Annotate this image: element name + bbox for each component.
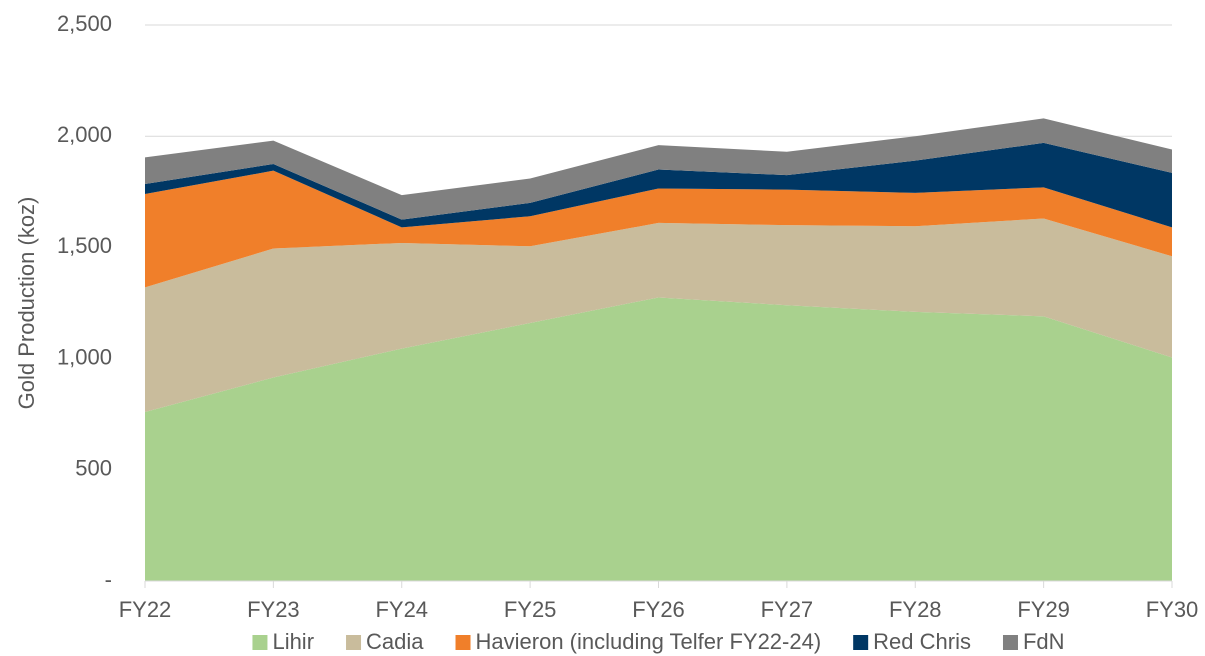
legend-label: Cadia — [366, 629, 424, 654]
x-tick-label: FY29 — [1017, 597, 1070, 622]
area — [145, 170, 1172, 288]
y-tick-label: - — [105, 567, 112, 592]
legend-swatch — [252, 635, 268, 650]
legend-label: FdN — [1023, 629, 1065, 654]
x-tick-label: FY25 — [504, 597, 557, 622]
x-tick-label: FY27 — [761, 597, 814, 622]
area — [145, 297, 1172, 581]
legend-label: Lihir — [272, 629, 314, 654]
y-axis-label: Gold Production (koz) — [14, 197, 39, 410]
legend-swatch — [346, 635, 362, 650]
area — [145, 142, 1172, 228]
x-tick-label: FY26 — [632, 597, 685, 622]
x-tick-label: FY24 — [375, 597, 428, 622]
area — [145, 218, 1172, 412]
y-tick-label: 1,000 — [57, 344, 112, 369]
legend-label: Havieron (including Telfer FY22-24) — [476, 629, 822, 654]
legend-swatch — [455, 635, 471, 650]
y-tick-label: 2,000 — [57, 122, 112, 147]
y-tick-label: 1,500 — [57, 233, 112, 258]
legend-swatch — [853, 635, 869, 650]
legend: Lihir Cadia Havieron (including Telfer FY2… — [252, 629, 1065, 654]
x-tick-label: FY28 — [889, 597, 942, 622]
y-tick-label: 500 — [75, 456, 112, 481]
x-tick-label: FY30 — [1146, 597, 1199, 622]
legend-label: Red Chris — [873, 629, 971, 654]
x-tick-label: FY22 — [119, 597, 172, 622]
x-tick-label: FY23 — [247, 597, 300, 622]
y-tick-label: 2,500 — [57, 11, 112, 36]
legend-swatch — [1002, 635, 1018, 650]
area — [145, 118, 1172, 220]
